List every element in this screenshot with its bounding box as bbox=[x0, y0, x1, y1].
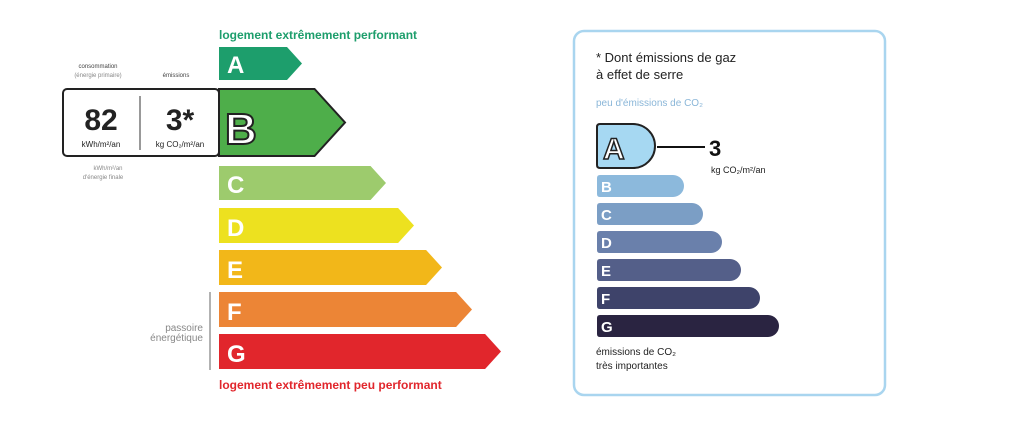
emissions-unit: kg CO₂/m²/an bbox=[156, 140, 204, 149]
consumption-header: consommation bbox=[78, 64, 117, 70]
passoire-label: passoire bbox=[165, 323, 203, 334]
final-energy-label: d'énergie finale bbox=[83, 175, 124, 181]
energy-bar-letter: C bbox=[227, 172, 244, 199]
energy-bottom-label: logement extrêmement peu performant bbox=[219, 378, 442, 392]
ges-bar-e bbox=[597, 259, 741, 281]
ges-title: * Dont émissions de gaz bbox=[596, 50, 736, 65]
energy-bar-d bbox=[219, 208, 414, 243]
ges-bar-letter: F bbox=[601, 291, 610, 308]
energy-top-label: logement extrêmement performant bbox=[219, 28, 417, 42]
energy-bar-letter: B bbox=[225, 105, 257, 154]
energy-bar-letter: G bbox=[227, 341, 246, 368]
value-box bbox=[62, 88, 220, 157]
emissions-value: 3* bbox=[166, 104, 195, 137]
ges-bar-d bbox=[597, 231, 722, 253]
energy-bar-e bbox=[219, 250, 442, 285]
ges-bottom-label: émissions de CO₂ bbox=[596, 347, 676, 358]
consumption-subheader: (énergie primaire) bbox=[74, 73, 121, 79]
ges-value: 3 bbox=[709, 136, 721, 161]
energy-bar-letter: E bbox=[227, 257, 243, 284]
ges-bar-b bbox=[597, 175, 684, 197]
ges-bar-letter: C bbox=[601, 207, 612, 224]
ges-bar-a bbox=[596, 123, 656, 169]
ges-title-2: à effet de serre bbox=[596, 67, 683, 82]
energy-bar-g bbox=[219, 334, 501, 369]
ges-top-label: peu d'émissions de CO₂ bbox=[596, 98, 703, 109]
ges-bar-c bbox=[597, 203, 703, 225]
ges-bottom-label-2: très importantes bbox=[596, 361, 668, 372]
energy-bar-letter: A bbox=[227, 52, 244, 79]
passoire-label-2: énergétique bbox=[150, 333, 203, 344]
ges-unit: kg CO₂/m²/an bbox=[711, 165, 766, 175]
ges-bar-letter: B bbox=[601, 179, 612, 196]
energy-bar-letter: F bbox=[227, 299, 242, 326]
energy-bar-f bbox=[219, 292, 472, 327]
ges-bar-g bbox=[597, 315, 779, 337]
ges-bar-letter: E bbox=[601, 263, 611, 280]
energy-bar-a bbox=[219, 47, 302, 80]
energy-bar-c bbox=[219, 166, 386, 200]
consumption-value: 82 bbox=[84, 104, 117, 137]
final-energy-unit: kWh/m²/an bbox=[93, 166, 122, 172]
energy-bar-letter: D bbox=[227, 215, 244, 242]
ges-bar-f bbox=[597, 287, 760, 309]
emissions-header: émissions bbox=[163, 73, 190, 79]
ges-bar-letter: D bbox=[601, 235, 612, 252]
ges-bar-letter: A bbox=[603, 133, 625, 166]
ges-bar-letter: G bbox=[601, 319, 613, 336]
consumption-unit: kWh/m²/an bbox=[82, 140, 121, 149]
